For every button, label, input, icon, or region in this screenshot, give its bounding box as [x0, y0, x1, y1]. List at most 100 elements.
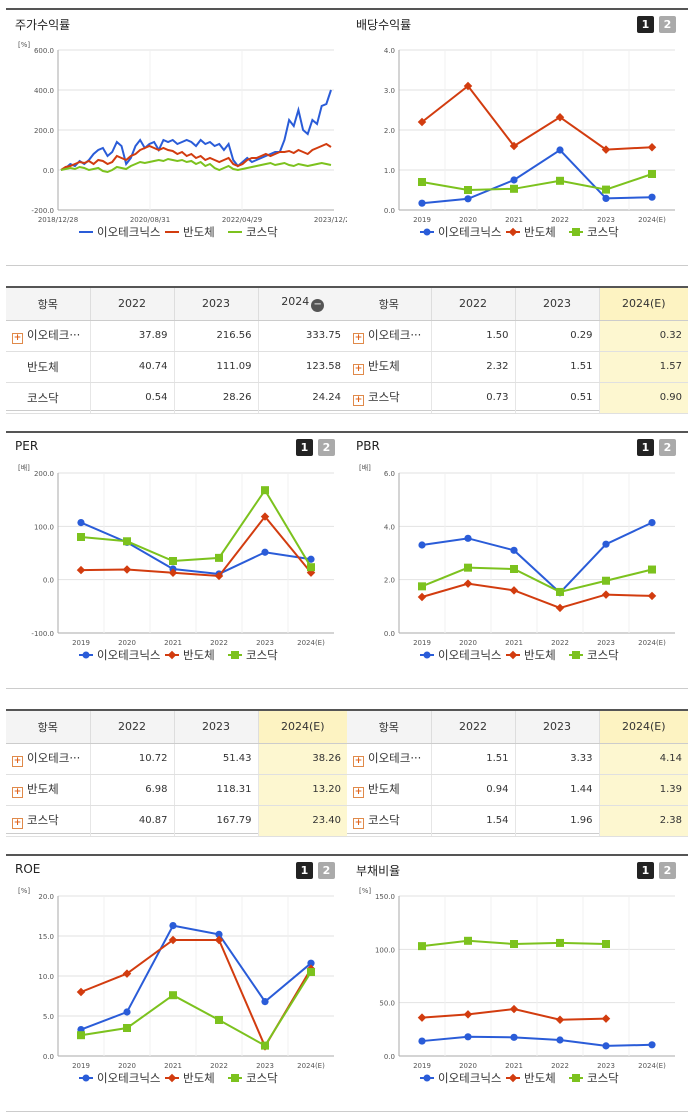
y-tick-label: 20.0 [38, 893, 54, 901]
x-tick-label: 2020 [459, 639, 477, 647]
legend-item[interactable]: 코스닥 [228, 648, 278, 662]
page-2-button[interactable]: 2 [318, 439, 335, 456]
x-tick-label: 2021 [164, 1062, 182, 1070]
legend-item[interactable]: 반도체 [165, 648, 215, 662]
page-2-button[interactable]: 2 [659, 862, 676, 879]
legend-label: 이오테크닉스 [438, 1071, 501, 1085]
column-header-label: 항목 [37, 720, 58, 734]
x-tick-label: 2020 [459, 1062, 477, 1070]
expand-plus-icon[interactable]: + [353, 756, 364, 767]
per-table: 항목 2022 2023 2024(E) + 이오테크··· 10.72 51.43 38.26… [6, 711, 347, 837]
expand-plus-icon[interactable]: + [12, 756, 23, 767]
table-cell: 0.32 [598, 320, 688, 352]
legend-item[interactable]: 코스닥 [569, 225, 619, 239]
row-label[interactable]: + 코스닥 [6, 805, 90, 837]
expand-plus-icon[interactable]: + [12, 787, 23, 798]
page-2-button[interactable]: 2 [318, 862, 335, 879]
legend-label: 코스닥 [587, 225, 619, 239]
page-1-button[interactable]: 1 [296, 439, 313, 456]
table-cell: 4.14 [598, 743, 688, 775]
legend-item[interactable]: 반도체 [165, 1071, 215, 1085]
page-1-button[interactable]: 1 [296, 862, 313, 879]
x-tick-label: 2022 [551, 216, 569, 224]
expand-plus-icon[interactable]: + [353, 364, 364, 375]
expand-plus-icon[interactable]: + [353, 787, 364, 798]
y-tick-label: 15.0 [38, 933, 54, 941]
y-tick-label: 200.0 [34, 470, 54, 478]
data-point [602, 576, 610, 585]
table-cell: 40.74 [89, 351, 174, 383]
page-1-button[interactable]: 1 [637, 439, 654, 456]
legend-item[interactable]: 반도체 [165, 225, 215, 239]
expand-plus-icon[interactable]: + [353, 395, 364, 406]
data-point [76, 987, 86, 997]
series-line [421, 566, 653, 593]
row-label[interactable]: + 이오테크··· [347, 743, 431, 775]
expand-plus-icon[interactable]: + [353, 333, 364, 344]
data-point [648, 519, 656, 527]
data-point [510, 1033, 518, 1041]
legend-label: 반도체 [524, 648, 556, 662]
data-point [123, 1024, 131, 1032]
legend-label: 코스닥 [587, 648, 619, 662]
pbr-table-panel: 항목 2022 2023 2024(E) + 이오테크··· 1.51 3.33 4.14 + 반도… [347, 709, 688, 837]
page-1-button[interactable]: 1 [637, 862, 654, 879]
data-point [648, 193, 656, 201]
legend-item[interactable]: 코스닥 [228, 225, 278, 239]
series-line [60, 142, 332, 171]
expand-plus-icon[interactable]: + [353, 818, 364, 829]
row-name: 반도체 [368, 359, 400, 373]
panel-title: ROE [15, 862, 41, 876]
column-header-label: 2024(E) [621, 297, 666, 311]
row-label[interactable]: + 코스닥 [347, 805, 431, 837]
table-cell: 1.51 [430, 743, 515, 775]
legend-item[interactable]: 반도체 [506, 648, 556, 662]
row-label[interactable]: + 반도체 [6, 774, 90, 806]
expand-plus-icon[interactable]: + [12, 333, 23, 344]
row-label[interactable]: + 이오테크··· [347, 320, 431, 352]
x-tick-label: 2019 [413, 216, 431, 224]
x-tick-label: 2020 [459, 216, 477, 224]
row-label[interactable]: + 반도체 [347, 351, 431, 383]
column-header-label: 2022 [459, 720, 487, 734]
legend-item[interactable]: 반도체 [506, 225, 556, 239]
y-unit-label: [%] [359, 887, 371, 895]
legend-marker [423, 228, 431, 236]
expand-plus-icon[interactable]: + [12, 818, 23, 829]
data-point [555, 603, 565, 613]
page-1-button[interactable]: 1 [637, 16, 654, 33]
x-tick-label: 2022/04/29 [222, 216, 262, 224]
page-2-button[interactable]: 2 [659, 439, 676, 456]
row-label[interactable]: + 코스닥 [347, 382, 431, 414]
legend-item[interactable]: 이오테크닉스 [79, 225, 160, 239]
legend-item[interactable]: 코스닥 [228, 1071, 278, 1085]
table-row: + 이오테크··· 1.51 3.33 4.14 [347, 743, 688, 775]
legend-item[interactable]: 이오테크닉스 [420, 1071, 501, 1085]
y-tick-label: 0.0 [43, 167, 54, 175]
legend-item[interactable]: 코스닥 [569, 648, 619, 662]
y-tick-label: 0.0 [43, 577, 54, 585]
legend-item[interactable]: 이오테크닉스 [79, 648, 160, 662]
x-tick-label: 2022 [551, 639, 569, 647]
legend-item[interactable]: 코스닥 [569, 1071, 619, 1085]
data-point [510, 565, 518, 573]
legend-item[interactable]: 이오테크닉스 [420, 648, 501, 662]
table-cell: 111.09 [173, 351, 258, 383]
row-label[interactable]: + 이오테크··· [6, 743, 90, 775]
row-label[interactable]: + 반도체 [347, 774, 431, 806]
legend-item[interactable]: 반도체 [506, 1071, 556, 1085]
collapse-icon[interactable]: − [311, 299, 325, 313]
table-row: + 반도체 0.94 1.44 1.39 [347, 774, 688, 806]
pbr-panel: PBR 1 2 [배] 6.0 4.0 2.0 0.0 2019 2020 2021 2022 2… [347, 431, 688, 689]
legend-marker [508, 650, 518, 660]
legend-item[interactable]: 이오테크닉스 [79, 1071, 160, 1085]
legend-item[interactable]: 이오테크닉스 [420, 225, 501, 239]
legend-label: 코스닥 [246, 225, 278, 239]
data-point [510, 546, 518, 554]
pbr-chart: [배] 6.0 4.0 2.0 0.0 2019 2020 2021 2022 2023 2024(… [359, 463, 675, 662]
column-header: 2023 [173, 711, 258, 744]
row-name: 코스닥 [368, 813, 400, 827]
row-label[interactable]: + 이오테크··· [6, 320, 90, 352]
panel-title: 부채비율 [356, 864, 401, 878]
page-2-button[interactable]: 2 [659, 16, 676, 33]
